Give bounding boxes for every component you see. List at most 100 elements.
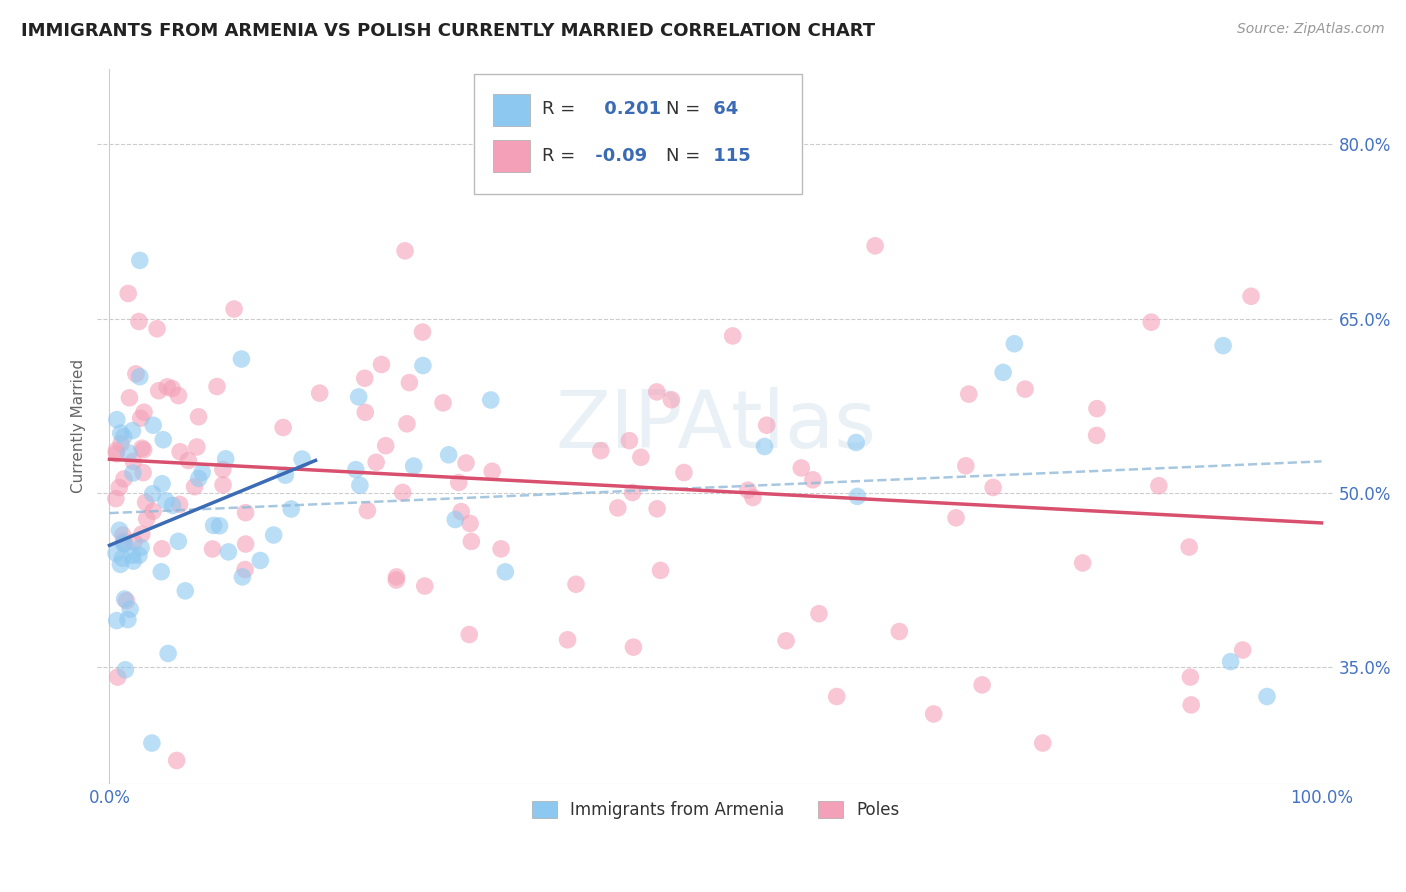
Point <box>114 592 136 607</box>
Point <box>231 570 253 584</box>
Point <box>742 491 765 505</box>
Point <box>233 562 256 576</box>
Point <box>790 461 813 475</box>
Point <box>437 448 460 462</box>
Point <box>249 553 271 567</box>
Point <box>737 483 759 498</box>
Point <box>115 593 138 607</box>
Point <box>146 322 169 336</box>
Point <box>385 573 408 587</box>
Point <box>717 143 740 157</box>
Point <box>308 386 330 401</box>
Point <box>235 506 257 520</box>
Point <box>801 473 824 487</box>
Point <box>131 527 153 541</box>
Y-axis label: Currently Married: Currently Married <box>72 359 86 493</box>
Point <box>1232 643 1254 657</box>
Point <box>481 464 503 478</box>
FancyBboxPatch shape <box>494 140 530 172</box>
Point <box>412 359 434 373</box>
Point <box>1014 382 1036 396</box>
Point <box>755 418 778 433</box>
Point <box>458 627 481 641</box>
Point <box>128 369 150 384</box>
Point <box>148 384 170 398</box>
Point <box>645 384 668 399</box>
Point <box>1147 479 1170 493</box>
Point <box>129 541 152 555</box>
Text: Source: ZipAtlas.com: Source: ZipAtlas.com <box>1237 22 1385 37</box>
Point <box>114 663 136 677</box>
Point <box>125 367 148 381</box>
Point <box>157 647 180 661</box>
Point <box>142 418 165 433</box>
Point <box>166 754 188 768</box>
Point <box>606 500 628 515</box>
Point <box>1240 289 1263 303</box>
Point <box>150 565 173 579</box>
Point <box>150 476 173 491</box>
Point <box>1256 690 1278 704</box>
Point <box>128 253 150 268</box>
Point <box>630 450 652 465</box>
Point <box>202 518 225 533</box>
Point <box>191 465 214 479</box>
Point <box>412 325 434 339</box>
Point <box>105 447 128 461</box>
Point <box>398 376 420 390</box>
Point <box>156 380 179 394</box>
Point <box>825 690 848 704</box>
Point <box>212 462 235 476</box>
Point <box>105 412 128 426</box>
Point <box>650 137 672 152</box>
Point <box>922 706 945 721</box>
Point <box>280 502 302 516</box>
Point <box>132 442 155 457</box>
Point <box>623 640 645 654</box>
Point <box>366 455 388 469</box>
Point <box>402 458 425 473</box>
Point <box>489 541 512 556</box>
Point <box>128 314 150 328</box>
Point <box>215 451 238 466</box>
Point <box>1140 315 1163 329</box>
Point <box>118 391 141 405</box>
Point <box>122 466 145 480</box>
Point <box>957 387 980 401</box>
Point <box>661 392 683 407</box>
Point <box>1180 670 1202 684</box>
Point <box>135 511 157 525</box>
Point <box>458 516 481 531</box>
Point <box>222 301 245 316</box>
Point <box>122 535 145 549</box>
Point <box>619 434 641 448</box>
Point <box>889 624 911 639</box>
Point <box>354 405 377 419</box>
Text: N =: N = <box>666 100 700 119</box>
FancyBboxPatch shape <box>494 94 530 126</box>
Point <box>205 379 228 393</box>
Point <box>169 497 191 511</box>
Point <box>167 389 190 403</box>
Point <box>107 670 129 684</box>
Point <box>385 570 408 584</box>
Point <box>1071 556 1094 570</box>
Point <box>845 435 868 450</box>
Point <box>152 433 174 447</box>
Point <box>105 443 128 458</box>
Point <box>105 614 128 628</box>
Text: ZIPAtlas: ZIPAtlas <box>555 387 876 465</box>
Point <box>174 583 197 598</box>
Point <box>1085 428 1108 442</box>
Point <box>263 528 285 542</box>
Point <box>460 534 482 549</box>
Point <box>1219 655 1241 669</box>
Point <box>104 546 127 560</box>
Point <box>118 446 141 460</box>
Point <box>972 678 994 692</box>
Point <box>271 420 294 434</box>
Point <box>167 534 190 549</box>
Point <box>432 396 454 410</box>
Point <box>444 512 467 526</box>
Legend: Immigrants from Armenia, Poles: Immigrants from Armenia, Poles <box>524 794 905 825</box>
